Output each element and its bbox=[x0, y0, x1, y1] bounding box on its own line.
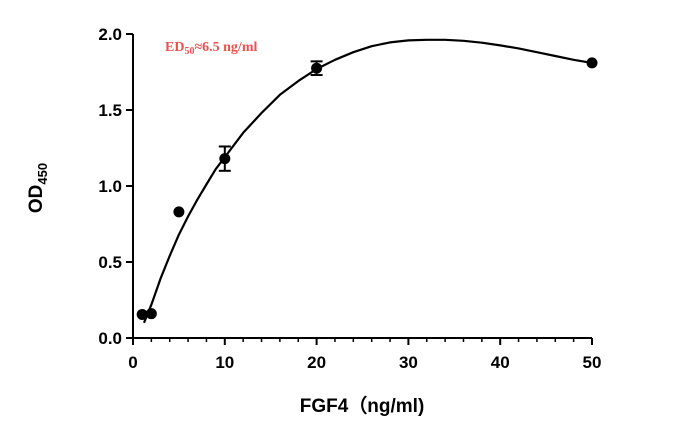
x-tick-label: 40 bbox=[491, 353, 510, 372]
data-point bbox=[586, 57, 598, 69]
y-tick-label: 1.5 bbox=[98, 101, 122, 120]
ed50-annotation: ED50≈6.5 ng/ml bbox=[165, 40, 257, 57]
data-point bbox=[311, 62, 323, 74]
y-axis-title: OD450 bbox=[26, 163, 50, 213]
axes: 0.0 0.5 1.0 1.5 2.0 0 10 20 30 40 50 bbox=[98, 25, 601, 372]
data-points-layer bbox=[136, 57, 598, 320]
data-point bbox=[173, 206, 185, 218]
x-tick-label: 0 bbox=[128, 353, 137, 372]
ed50-annotation-subscript: 50 bbox=[184, 46, 194, 57]
data-point bbox=[145, 308, 157, 320]
y-axis-title-main: OD bbox=[26, 185, 47, 214]
y-axis-title-subscript: 450 bbox=[35, 163, 50, 185]
ed50-annotation-value: ≈6.5 ng/ml bbox=[194, 40, 257, 55]
data-point bbox=[136, 308, 148, 320]
ed50-annotation-main: ED bbox=[165, 40, 184, 55]
x-tick-label: 30 bbox=[399, 353, 418, 372]
x-tick-label: 10 bbox=[215, 353, 234, 372]
x-tick-label: 20 bbox=[307, 353, 326, 372]
data-point bbox=[219, 153, 231, 165]
x-tick-label: 50 bbox=[583, 353, 602, 372]
x-axis-title: FGF4（ng/ml) bbox=[300, 394, 425, 417]
fit-curve-layer bbox=[142, 38, 593, 324]
y-tick-label: 1.0 bbox=[98, 177, 122, 196]
y-tick-label: 2.0 bbox=[98, 25, 122, 44]
y-tick-label: 0.5 bbox=[98, 253, 122, 272]
fit-curve bbox=[142, 38, 593, 324]
y-tick-label: 0.0 bbox=[98, 329, 122, 348]
